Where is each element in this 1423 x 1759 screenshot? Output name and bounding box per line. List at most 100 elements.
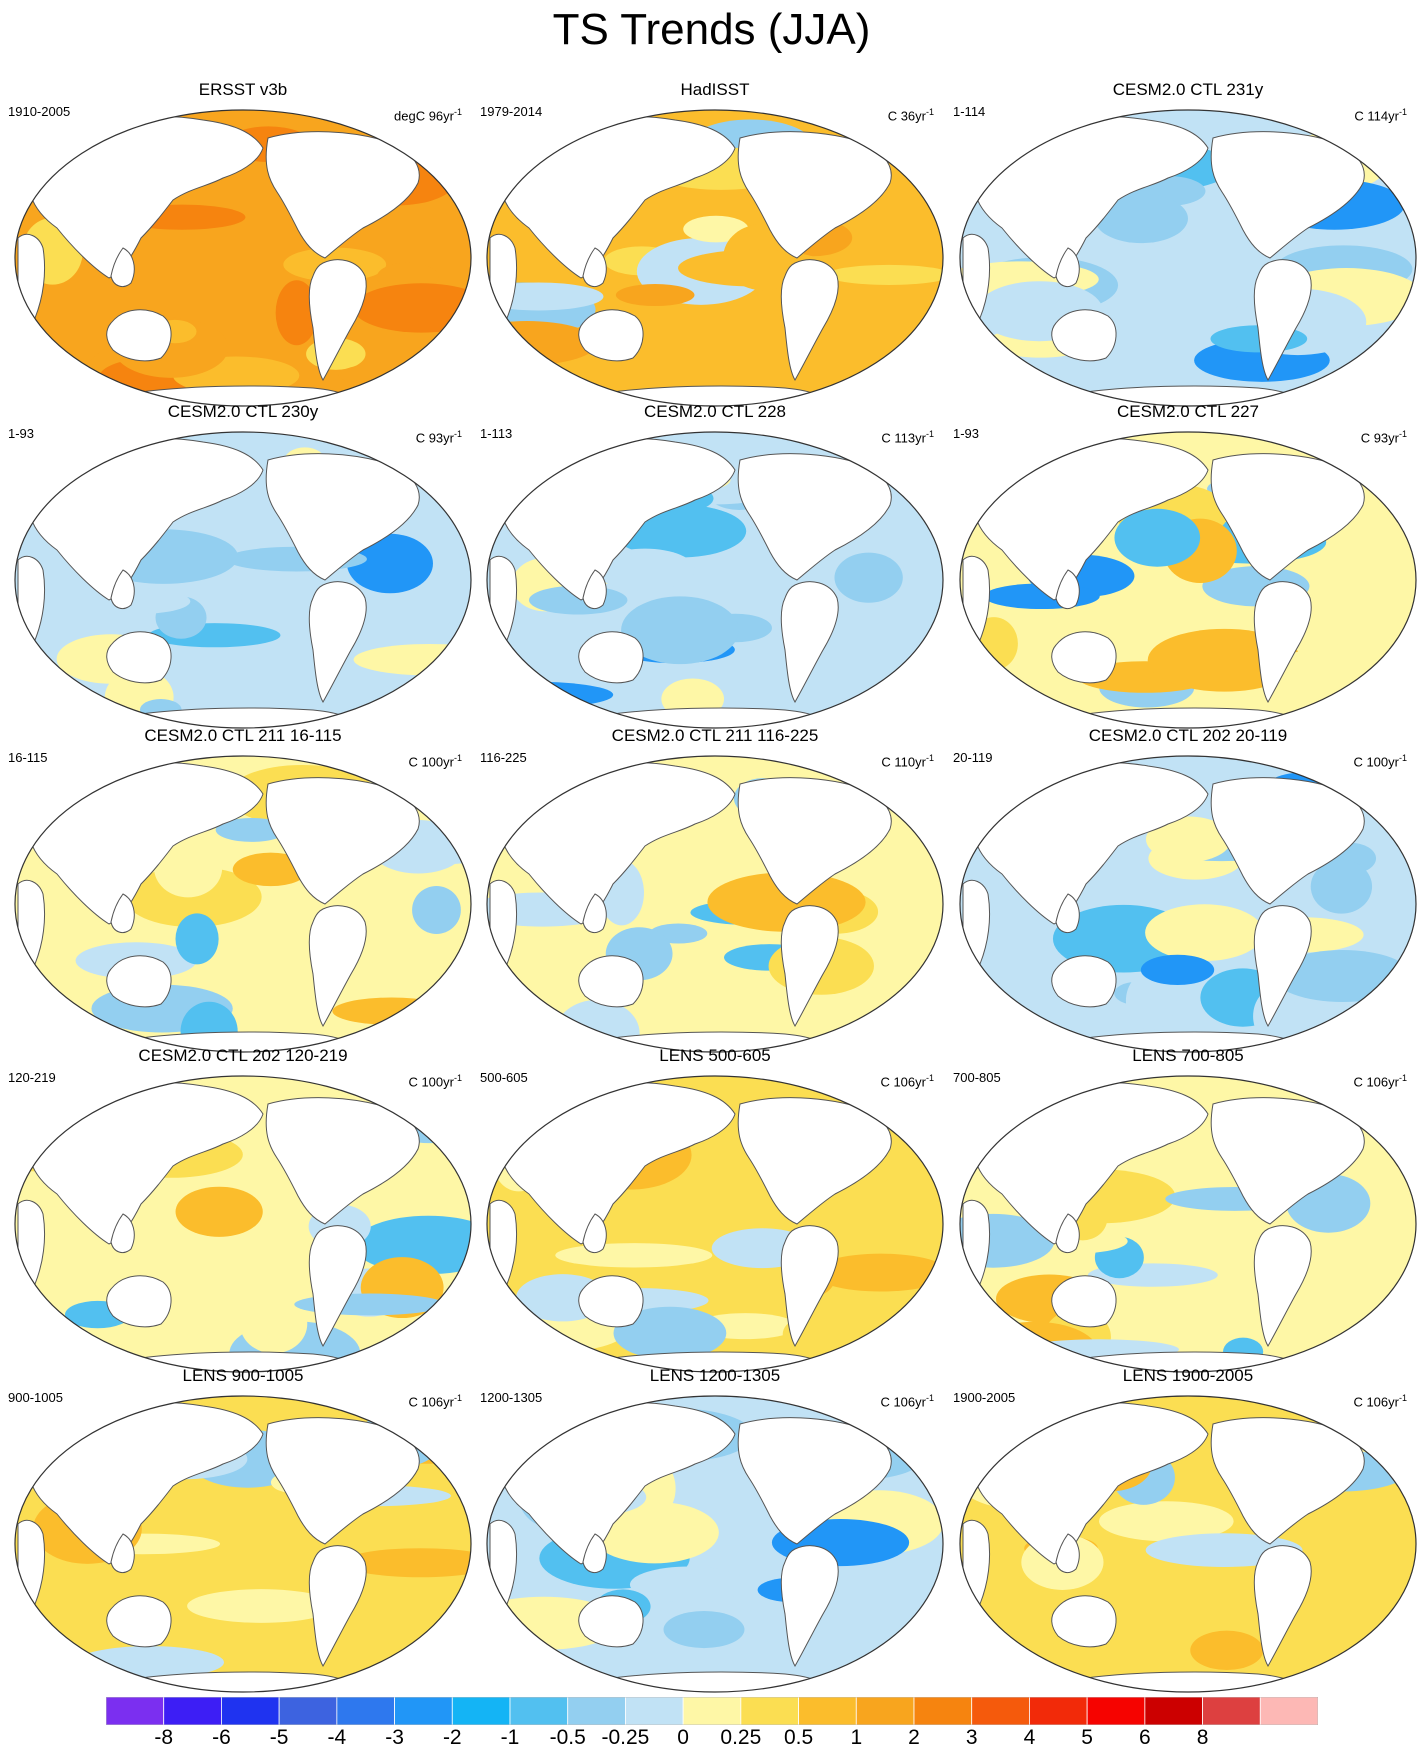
panel-unit-exponent: -1 (453, 429, 462, 439)
south-america-land (1253, 581, 1312, 703)
panel-unit-text: C 106yr (880, 1394, 926, 1410)
panel-unit-exponent: -1 (1398, 107, 1407, 117)
asia-land (975, 1401, 1209, 1565)
map-panel: HadISST 1979-2014 C 36yr-1 (480, 80, 950, 410)
australia-land (578, 1275, 644, 1328)
globe-outline (486, 1075, 944, 1373)
globe-map (14, 1395, 472, 1693)
panel-unit-text: C 114yr (1354, 108, 1399, 124)
colorbar-box (1144, 1697, 1203, 1725)
trend-region (154, 838, 223, 898)
colorbar-box (106, 1697, 165, 1725)
asia-land (975, 437, 1209, 601)
panel-units: C 100yr-1 (408, 750, 462, 770)
asia-land (975, 761, 1209, 925)
panel-title: CESM2.0 CTL 228 (643, 402, 787, 421)
australia-land (578, 955, 644, 1008)
trend-region (834, 552, 903, 603)
globe-outline (486, 1395, 944, 1693)
map-panel: CESM2.0 CTL 231y 1-114 C 114yr-1 (953, 80, 1423, 410)
panel-unit-exponent: -1 (1398, 1073, 1407, 1083)
globe-map (959, 1075, 1417, 1373)
trend-region (1145, 904, 1264, 962)
trend-region (332, 997, 451, 1025)
map-panel: LENS 500-605 500-605 C 106yr-1 (480, 1046, 950, 1376)
indochina-land (1055, 247, 1080, 287)
indochina-land (582, 569, 607, 609)
panel-period: 1-93 (953, 426, 980, 441)
australia-land (106, 1275, 172, 1328)
panel-units: C 106yr-1 (1353, 1390, 1407, 1410)
south-america-land (780, 905, 839, 1027)
colorbar-box (221, 1697, 280, 1725)
panel-units: C 113yr-1 (881, 426, 934, 446)
panel-unit-text: C 100yr (408, 754, 454, 770)
trend-region (555, 1243, 713, 1268)
colorbar-tick-label: 1 (850, 1726, 863, 1749)
indochina-land (582, 893, 607, 933)
map-panel: CESM2.0 CTL 211 116-225 116-225 C 110yr-1 (480, 726, 950, 1056)
panel-unit-text: C 106yr (880, 1074, 926, 1090)
trend-region (1099, 1501, 1234, 1542)
australia-land (1051, 309, 1117, 362)
panel-unit-text: C 113yr (881, 430, 926, 446)
colorbar-tick-label: -5 (269, 1726, 289, 1749)
map-panel: CESM2.0 CTL 228 1-113 C 113yr-1 (480, 402, 950, 732)
trend-region (812, 1253, 943, 1292)
globe-outline (486, 431, 944, 729)
trend-region (412, 886, 461, 934)
indochina-land (110, 247, 135, 287)
asia-land (502, 1401, 736, 1565)
trend-region (15, 688, 102, 721)
colorbar-tick-label: 2 (908, 1726, 920, 1749)
colorbar-labels: -8 -6 -5 -4 -3 -2 -1 -0.5 -0.25 0 0.25 0.5 1 2 3 4 5 6 8 (0, 1725, 1423, 1755)
panel-title: CESM2.0 CTL 202 120-219 (138, 1046, 348, 1065)
globe-outline (14, 1395, 472, 1693)
trend-region (962, 1647, 1046, 1692)
trend-region (187, 1589, 336, 1623)
panel-title: CESM2.0 CTL 230y (167, 402, 319, 421)
globe-map (486, 1395, 944, 1693)
south-america-land (1253, 1545, 1312, 1667)
panel-units: C 100yr-1 (408, 1070, 462, 1090)
trend-region (175, 1186, 263, 1237)
colorbar-box (855, 1697, 915, 1725)
map-panel: CESM2.0 CTL 211 16-115 16-115 C 100yr-1 (8, 726, 478, 1056)
colorbar-tick-label: -3 (385, 1726, 404, 1749)
trend-region (1145, 816, 1232, 862)
colorbar-tick-label: 6 (1139, 1726, 1151, 1749)
panel-title: LENS 900-1005 (182, 1366, 304, 1385)
asia-land (502, 761, 736, 925)
colorbar-tick-label: 0.5 (783, 1726, 814, 1749)
trend-region (199, 567, 242, 628)
indochina-land (1055, 1533, 1080, 1573)
south-america-land (780, 259, 839, 381)
panel-period: 1200-1305 (480, 1390, 543, 1405)
panel-units: C 110yr-1 (881, 750, 934, 770)
globe-map (959, 755, 1417, 1053)
australia-land (1051, 631, 1117, 684)
panel-period: 1910-2005 (8, 104, 71, 119)
panel-unit-text: C 106yr (408, 1394, 454, 1410)
globe-outline (14, 109, 472, 407)
panel-unit-exponent: -1 (453, 753, 462, 763)
colorbar-tick-label: 0.25 (720, 1726, 762, 1749)
colorbar-tick-label: -1 (500, 1726, 520, 1749)
panel-title: LENS 700-805 (1132, 1046, 1244, 1065)
south-america-land (308, 905, 367, 1027)
panel-period: 700-805 (953, 1070, 1001, 1085)
trend-region (826, 264, 943, 285)
trend-region (1275, 650, 1336, 717)
panel-unit-exponent: -1 (1398, 429, 1407, 439)
colorbar-box (1202, 1697, 1261, 1725)
asia-land (30, 761, 264, 925)
map-panel: CESM2.0 CTL 202 120-219 120-219 C 100yr-1 (8, 1046, 478, 1376)
panel-unit-text: C 106yr (1353, 1394, 1399, 1410)
antarctica-land (604, 707, 827, 728)
asia-land (502, 1081, 736, 1245)
australia-land (106, 631, 172, 684)
panel-units: C 106yr-1 (880, 1070, 934, 1090)
colorbar-tick-label: 0 (677, 1726, 689, 1749)
panel-period: 1-93 (8, 426, 35, 441)
antarctica-land (604, 1671, 827, 1692)
